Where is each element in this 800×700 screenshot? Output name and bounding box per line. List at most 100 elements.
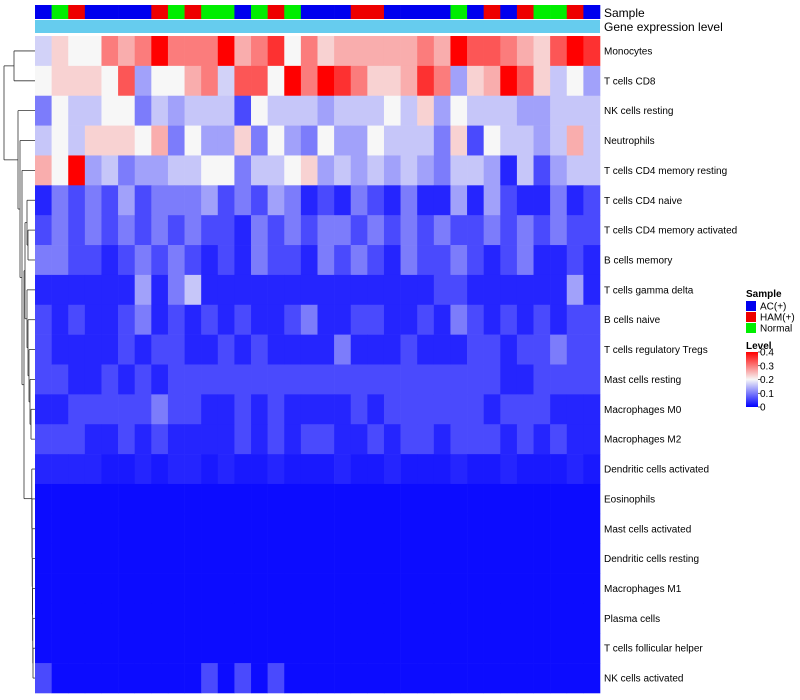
heatmap-cell [201,424,219,455]
heatmap-cell [101,334,119,365]
heatmap-cell [167,364,185,395]
heatmap-cell [267,65,285,97]
heatmap-cell [483,603,501,634]
heatmap-cell [201,274,219,306]
heatmap-cell [317,603,335,634]
heatmap-cell [284,513,302,544]
heatmap-cell [550,125,568,156]
heatmap-cell [433,304,451,335]
heatmap-cell [84,215,102,246]
heatmap-cell [500,424,518,455]
heatmap-cell [84,603,102,634]
heatmap-cell [284,334,302,365]
legend-level-title: Level [746,341,772,352]
heatmap-cell [151,663,169,694]
heatmap-cell [167,185,185,216]
heatmap-cell [500,663,518,694]
heatmap-cell [450,334,468,365]
heatmap-cell [217,663,235,694]
heatmap-cell [500,454,518,485]
heatmap-cell [134,95,152,126]
heatmap-cell [317,245,335,276]
heatmap-cell [151,334,169,365]
heatmap-cell [234,573,252,604]
heatmap-cell [35,424,52,455]
heatmap-cell [68,95,86,126]
heatmap-cell [84,513,102,544]
heatmap-cell [167,513,185,544]
heatmap-cell [450,513,468,544]
heatmap-cell [334,633,352,664]
row-label: T cells gamma delta [604,285,694,296]
heatmap-cell [433,334,451,365]
sample-annotation-cell [184,5,202,19]
heatmap-cell [217,185,235,216]
heatmap-cell [317,663,335,694]
heatmap-cell [417,543,435,574]
heatmap-cell [433,633,451,664]
legend-sample-items: AC(+)HAM(+)Normal [746,301,795,335]
heatmap-cell [251,274,268,306]
heatmap-cell [533,663,551,694]
heatmap-cell [350,274,368,306]
heatmap-cell [201,603,219,634]
heatmap-cell [68,483,86,515]
heatmap-cell [101,155,119,186]
sample-annotation-cell [217,5,235,19]
heatmap-cell [467,65,484,97]
heatmap-cell [217,95,235,126]
heatmap-cell [251,454,268,485]
heatmap-cell [284,394,302,425]
heatmap-cell [84,424,102,455]
heatmap-cell [167,573,185,604]
heatmap-cell [267,95,285,126]
heatmap-cell [533,334,551,365]
heatmap-cell [184,364,202,395]
heatmap-cell [251,543,268,574]
heatmap-cell [134,663,152,694]
heatmap-cell [350,36,368,67]
heatmap-cell [184,603,202,634]
heatmap-cell [550,274,568,306]
heatmap-cell [433,245,451,276]
heatmap-cell [516,663,534,694]
row-label: Mast cells resting [604,375,681,386]
heatmap-cell [151,304,169,335]
heatmap-cell [201,65,219,97]
legend-tick-label: 0.4 [760,348,774,359]
row-label: T cells regulatory Tregs [604,345,708,356]
heatmap-cell [251,483,268,515]
heatmap-cell [167,245,185,276]
legend-sample-title: Sample [746,289,782,300]
heatmap-cell [566,663,584,694]
heatmap-cell [550,454,568,485]
heatmap-cell [417,215,435,246]
heatmap-cell [550,334,568,365]
sample-annotation-cell [483,5,501,19]
heatmap-cell [350,603,368,634]
heatmap-cell [483,364,501,395]
heatmap-cell [400,663,418,694]
heatmap-cell [267,483,285,515]
heatmap-cell [267,36,285,67]
heatmap-cell [550,543,568,574]
heatmap-cell [51,573,69,604]
heatmap-cell [167,483,185,515]
heatmap-cell [467,603,484,634]
legend-item-label: HAM(+) [760,313,795,324]
heatmap-cell [500,483,518,515]
heatmap-cell [367,245,385,276]
heatmap-cell [317,633,335,664]
heatmap-cell [550,394,568,425]
heatmap-cell [217,125,235,156]
heatmap-cell [383,394,401,425]
heatmap-cell [51,215,69,246]
heatmap-cell [383,185,401,216]
heatmap-cell [167,274,185,306]
heatmap-cell [367,36,385,67]
heatmap-cell [300,394,318,425]
heatmap-cell [467,483,484,515]
heatmap-cell [84,573,102,604]
heatmap-cell [450,483,468,515]
heatmap-cell [400,125,418,156]
